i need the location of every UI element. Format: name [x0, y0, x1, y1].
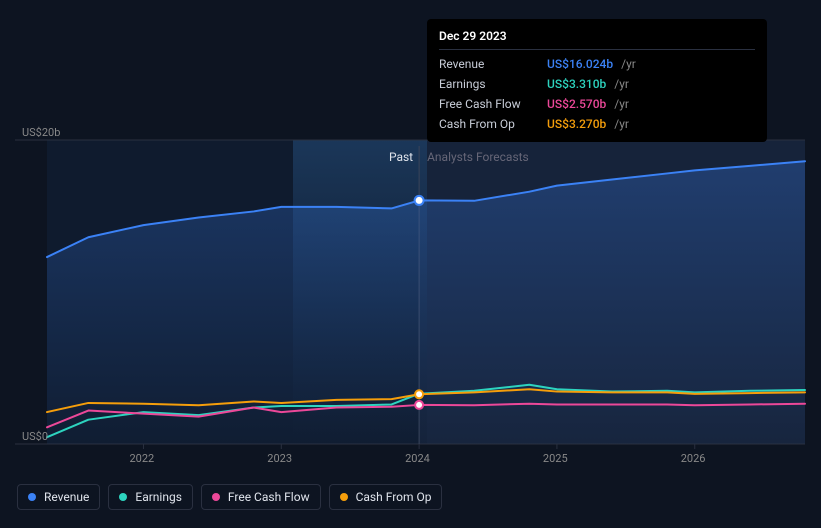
financials-chart: Dec 29 2023 RevenueUS$16.024b/yrEarnings… — [0, 0, 821, 524]
x-axis-tick: 2023 — [267, 452, 292, 465]
x-axis-tick: 2022 — [129, 452, 154, 465]
tooltip-unit: /yr — [621, 55, 636, 73]
region-label-past: Past — [389, 150, 413, 164]
legend-item-cfo[interactable]: Cash From Op — [329, 484, 443, 510]
tooltip-label: Earnings — [439, 75, 539, 93]
tooltip-value: US$2.570b — [547, 95, 606, 113]
tooltip-label: Revenue — [439, 55, 539, 73]
legend-label: Free Cash Flow — [228, 490, 310, 504]
legend-item-fcf[interactable]: Free Cash Flow — [201, 484, 321, 510]
hover-tooltip: Dec 29 2023 RevenueUS$16.024b/yrEarnings… — [427, 19, 767, 142]
y-axis-tick: US$20b — [22, 126, 60, 139]
x-axis-tick: 2025 — [543, 452, 568, 465]
tooltip-row-fcf: Free Cash Flow US$2.570b/yr — [439, 94, 755, 114]
tooltip-value: US$16.024b — [547, 55, 613, 73]
tooltip-row-revenue: Revenue US$16.024b/yr — [439, 54, 755, 74]
tooltip-value: US$3.270b — [547, 115, 606, 133]
legend-item-earnings[interactable]: Earnings — [108, 484, 193, 510]
tooltip-date: Dec 29 2023 — [439, 27, 755, 50]
tooltip-unit: /yr — [614, 75, 629, 93]
chart-legend: Revenue Earnings Free Cash Flow Cash From O… — [17, 484, 442, 510]
y-axis-tick: US$0 — [22, 430, 48, 443]
tooltip-value: US$3.310b — [547, 75, 606, 93]
legend-dot-icon — [28, 493, 36, 501]
legend-label: Earnings — [135, 490, 182, 504]
legend-label: Cash From Op — [356, 490, 432, 504]
x-axis-tick: 2026 — [681, 452, 706, 465]
tooltip-row-earnings: Earnings US$3.310b/yr — [439, 74, 755, 94]
region-label-forecast: Analysts Forecasts — [427, 150, 529, 164]
tooltip-label: Free Cash Flow — [439, 95, 539, 113]
tooltip-row-cfo: Cash From Op US$3.270b/yr — [439, 114, 755, 134]
legend-dot-icon — [119, 493, 127, 501]
x-axis-tick: 2024 — [405, 452, 430, 465]
legend-item-revenue[interactable]: Revenue — [17, 484, 100, 510]
tooltip-unit: /yr — [614, 95, 629, 113]
tooltip-unit: /yr — [614, 115, 629, 133]
tooltip-label: Cash From Op — [439, 115, 539, 133]
legend-dot-icon — [212, 493, 220, 501]
legend-label: Revenue — [44, 490, 89, 504]
legend-dot-icon — [340, 493, 348, 501]
